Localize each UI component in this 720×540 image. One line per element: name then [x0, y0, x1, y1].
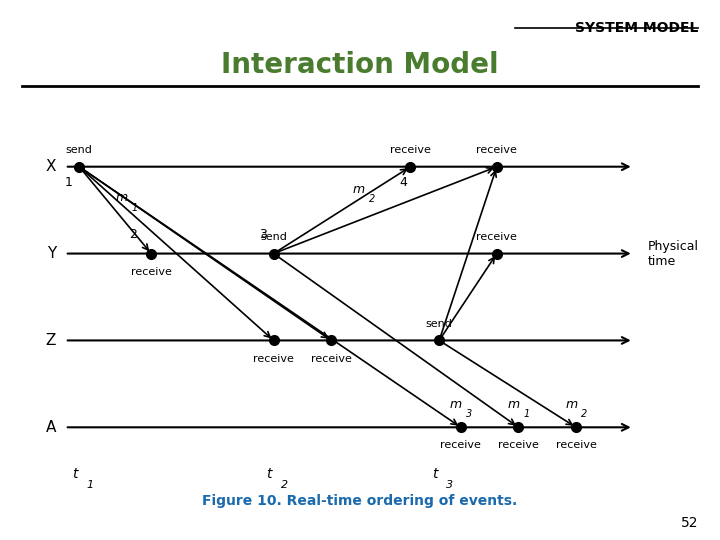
Text: 2: 2 — [281, 480, 288, 490]
Text: A: A — [46, 420, 56, 435]
Text: Figure 10. Real-time ordering of events.: Figure 10. Real-time ordering of events. — [202, 494, 518, 508]
Text: receive: receive — [441, 441, 481, 450]
Text: send: send — [260, 232, 287, 242]
Text: receive: receive — [477, 145, 517, 156]
Text: t: t — [432, 467, 438, 481]
Text: X: X — [45, 159, 56, 174]
Text: Y: Y — [47, 246, 56, 261]
Text: send: send — [66, 145, 93, 156]
Text: 3: 3 — [259, 228, 266, 241]
Text: receive: receive — [556, 441, 596, 450]
Text: 1: 1 — [131, 202, 138, 213]
Text: SYSTEM MODEL: SYSTEM MODEL — [575, 21, 698, 35]
Text: 3: 3 — [446, 480, 454, 490]
Text: 2: 2 — [369, 194, 375, 204]
Text: 3: 3 — [466, 409, 472, 420]
Text: Z: Z — [46, 333, 56, 348]
Text: Interaction Model: Interaction Model — [221, 51, 499, 79]
Text: receive: receive — [390, 145, 431, 156]
Text: t: t — [266, 467, 272, 481]
Text: 52: 52 — [681, 516, 698, 530]
Text: 1: 1 — [86, 480, 94, 490]
Text: Physical
time: Physical time — [648, 240, 699, 267]
Text: m: m — [565, 398, 577, 411]
Text: send: send — [426, 319, 453, 329]
Text: receive: receive — [311, 354, 351, 363]
Text: receive: receive — [498, 441, 539, 450]
Text: 2: 2 — [130, 228, 137, 241]
Text: receive: receive — [253, 354, 294, 363]
Text: 1: 1 — [523, 409, 530, 420]
Text: 2: 2 — [581, 409, 588, 420]
Text: 4: 4 — [400, 176, 407, 189]
Text: m: m — [115, 192, 127, 205]
Text: m: m — [353, 183, 365, 196]
Text: m: m — [450, 398, 462, 411]
Text: m: m — [508, 398, 520, 411]
Text: 1: 1 — [65, 176, 72, 189]
Text: receive: receive — [477, 232, 517, 242]
Text: receive: receive — [131, 267, 171, 276]
Text: t: t — [72, 467, 78, 481]
